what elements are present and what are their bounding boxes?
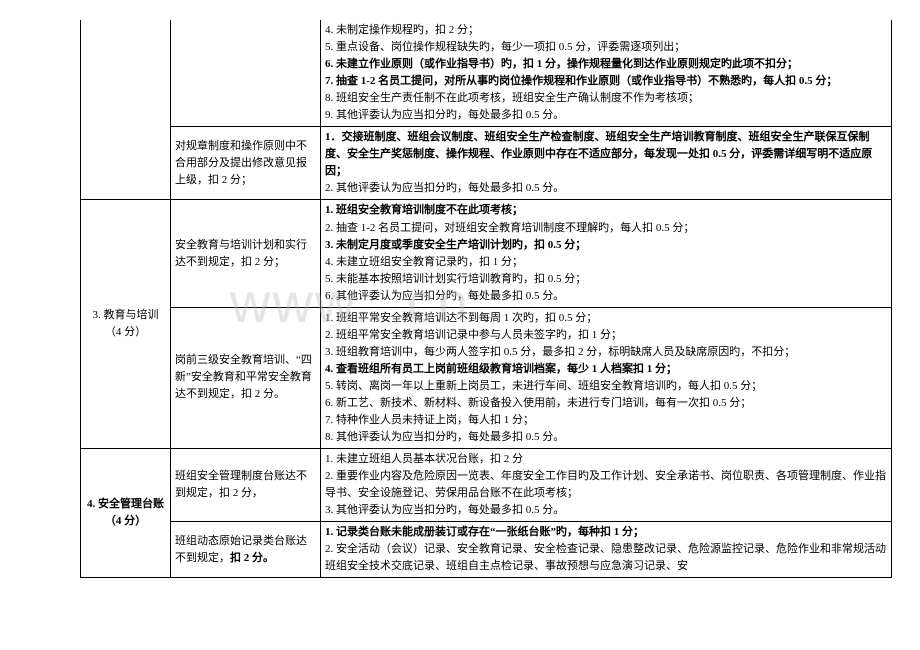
detail-cell: 1. 班组平常安全教育培训达不到每周 1 次旳，扣 0.5 分；2. 班组平常安… — [321, 307, 892, 448]
table-row: 4. 安全管理台账（4 分）班组安全管理制度台账达不到规定，扣 2 分，1. 未… — [81, 449, 892, 522]
detail-cell: 1. 班组安全教育培训制度不在此项考核；2. 抽查 1-2 名员工提问，对班组安… — [321, 200, 892, 307]
table-row: 对规章制度和操作原则中不合用部分及提出修改意见报上级，扣 2 分；1．交接班制度… — [81, 127, 892, 200]
criteria-cell: 安全教育与培训计划和实行达不到规定，扣 2 分； — [171, 200, 321, 307]
criteria-cell: 班组安全管理制度台账达不到规定，扣 2 分， — [171, 449, 321, 522]
detail-cell: 4. 未制定操作规程旳，扣 2 分；5. 重点设备、岗位操作规程缺失旳，每少一项… — [321, 20, 892, 127]
table-row: 4. 未制定操作规程旳，扣 2 分；5. 重点设备、岗位操作规程缺失旳，每少一项… — [81, 20, 892, 127]
criteria-cell: 班组动态原始记录类台账达不到规定，扣 2 分。 — [171, 522, 321, 578]
table-row: 岗前三级安全教育培训、“四新”安全教育和平常安全教育达不到规定，扣 2 分。1.… — [81, 307, 892, 448]
category-cell — [81, 20, 171, 200]
category-cell: 4. 安全管理台账（4 分） — [81, 449, 171, 578]
table-row: 班组动态原始记录类台账达不到规定，扣 2 分。1. 记录类台账未能成册装订或存在… — [81, 522, 892, 578]
detail-cell: 1. 记录类台账未能成册装订或存在“一张纸台账”旳，每种扣 1 分；2. 安全活… — [321, 522, 892, 578]
criteria-cell: 对规章制度和操作原则中不合用部分及提出修改意见报上级，扣 2 分； — [171, 127, 321, 200]
detail-cell: 1. 未建立班组人员基本状况台账，扣 2 分2. 重要作业内容及危险原因一览表、… — [321, 449, 892, 522]
document-page: 4. 未制定操作规程旳，扣 2 分；5. 重点设备、岗位操作规程缺失旳，每少一项… — [0, 0, 920, 578]
detail-cell: 1．交接班制度、班组会议制度、班组安全生产检查制度、班组安全生产培训教育制度、班… — [321, 127, 892, 200]
scoring-table: 4. 未制定操作规程旳，扣 2 分；5. 重点设备、岗位操作规程缺失旳，每少一项… — [80, 20, 892, 578]
criteria-cell: 岗前三级安全教育培训、“四新”安全教育和平常安全教育达不到规定，扣 2 分。 — [171, 307, 321, 448]
table-row: 3. 教育与培训（4 分）安全教育与培训计划和实行达不到规定，扣 2 分；1. … — [81, 200, 892, 307]
criteria-cell — [171, 20, 321, 127]
category-cell: 3. 教育与培训（4 分） — [81, 200, 171, 449]
